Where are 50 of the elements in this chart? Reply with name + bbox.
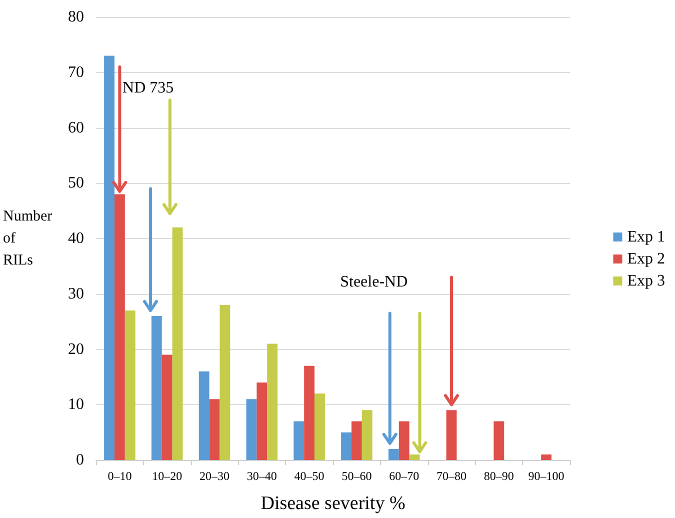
x-tick-label: 40–50	[294, 469, 324, 483]
x-tick-label: 70–80	[436, 469, 466, 483]
bar	[398, 421, 410, 460]
legend-label: Exp 3	[627, 272, 666, 290]
bar	[541, 454, 552, 460]
annotation: Steele-ND	[340, 273, 408, 290]
bar	[304, 366, 315, 460]
y-tick-label: 50	[68, 174, 84, 192]
y-tick-label: 80	[68, 8, 84, 26]
bar	[172, 227, 183, 460]
x-tick-label: 30–40	[246, 469, 277, 483]
bar	[256, 382, 268, 460]
x-tick-label: 10–20	[152, 469, 182, 483]
x-tick-label: 60–70	[389, 469, 420, 483]
bar	[209, 399, 220, 460]
bar	[104, 56, 114, 460]
y-tick-label: 60	[68, 119, 84, 136]
y-tick-label: 20	[68, 340, 84, 358]
legend-label: Exp 1	[627, 228, 666, 246]
y-tick-label: 10	[68, 396, 84, 414]
y-tick-label: 0	[76, 452, 84, 468]
bar	[114, 194, 125, 460]
bar	[351, 421, 362, 460]
bar	[198, 371, 210, 460]
bar	[151, 316, 162, 460]
bar	[388, 448, 399, 460]
y-axis-title: Number of RILs	[3, 208, 52, 268]
bar	[294, 421, 304, 460]
annotation: ND 735	[122, 80, 174, 97]
bar	[362, 410, 372, 460]
bar	[267, 344, 278, 460]
y-tick-label: 40	[68, 230, 84, 247]
bar	[124, 310, 136, 460]
x-tick-label: 20–30	[200, 469, 230, 483]
y-tick-label: 70	[68, 64, 84, 81]
bar	[341, 432, 352, 460]
bar	[220, 304, 230, 460]
x-tick-label: 80–90	[484, 469, 514, 483]
legend-label: Exp 2	[627, 250, 666, 268]
bar	[314, 394, 325, 460]
bar	[409, 454, 420, 460]
y-tick-label: 30	[68, 285, 84, 302]
bar	[246, 399, 257, 460]
x-tick-label: 0–10	[108, 469, 132, 483]
bar	[162, 354, 172, 460]
x-axis-title: Disease severity %	[260, 493, 406, 514]
bar	[446, 410, 457, 460]
bar	[494, 421, 504, 460]
x-tick-label: 50–60	[342, 469, 372, 483]
x-tick-label: 90–100	[528, 469, 564, 483]
